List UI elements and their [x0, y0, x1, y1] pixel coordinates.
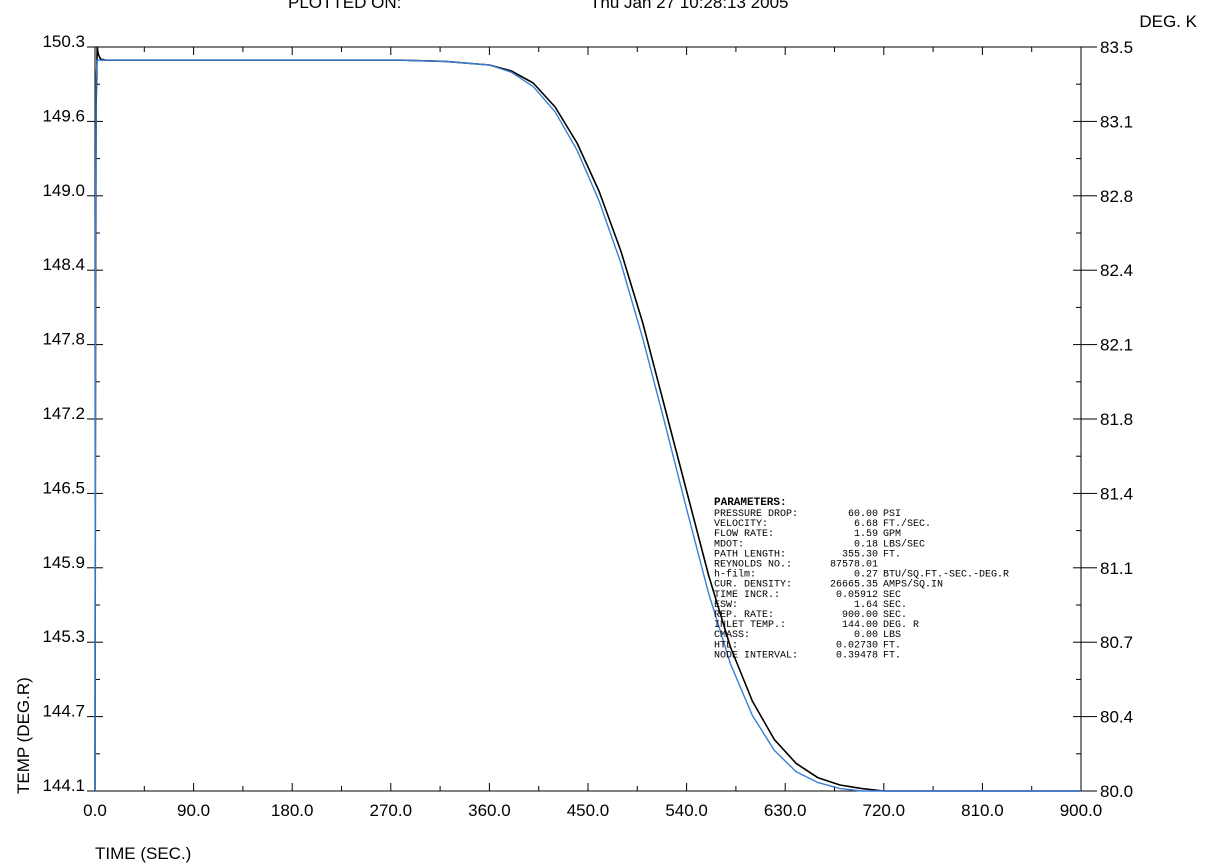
- x-tick-label: 900.0: [1060, 801, 1103, 820]
- parameter-unit: SEC.: [883, 600, 907, 611]
- parameter-unit: FT.: [883, 640, 901, 651]
- x-tick-label: 0.0: [83, 801, 107, 820]
- plotted-on-date: Thu Jan 27 10:28:13 2005: [590, 0, 789, 12]
- y-tick-label: 150.3: [42, 32, 85, 51]
- parameter-unit: AMPS/SQ.IN: [883, 579, 943, 591]
- y-tick-label: 145.3: [42, 627, 85, 646]
- parameter-name: TIME INCR.:: [714, 590, 780, 601]
- x-tick-label: 360.0: [468, 801, 511, 820]
- parameter-unit: BTU/SQ.FT.-SEC.-DEG.R: [883, 569, 1009, 581]
- axis-ticks: [87, 46, 1097, 792]
- parameter-unit: FT.: [883, 650, 901, 661]
- parameter-unit: SEC.: [883, 610, 907, 621]
- parameter-unit: LBS: [883, 630, 901, 641]
- parameter-value: 0.39478: [836, 650, 878, 661]
- y-tick-label: 147.2: [42, 404, 85, 423]
- y-axis-label: TEMP (DEG.R): [14, 677, 33, 794]
- y2-tick-label: 81.8: [1100, 410, 1133, 429]
- y2-tick-label: 80.4: [1100, 708, 1133, 727]
- parameter-name: PATH LENGTH:: [714, 549, 786, 560]
- parameter-unit: PSI: [883, 509, 901, 520]
- parameter-value: 0.27: [854, 570, 878, 581]
- y-tick-label: 144.1: [42, 776, 85, 795]
- x-tick-label: 540.0: [665, 801, 708, 820]
- y2-axis-unit-label: DEG. K: [1139, 12, 1197, 31]
- y2-tick-label: 81.4: [1100, 484, 1133, 503]
- parameter-name: REP. RATE:: [714, 610, 774, 621]
- parameter-name: INLET TEMP.:: [714, 620, 786, 631]
- series-layer: [94, 46, 1081, 792]
- parameter-unit: FT./SEC.: [883, 518, 931, 530]
- parameter-value: 6.68: [854, 519, 878, 530]
- y-tick-label: 149.0: [42, 181, 85, 200]
- parameter-name: REYNOLDS NO.:: [714, 560, 792, 571]
- series-line-2: [94, 59, 1081, 792]
- parameter-name: MDOT:: [714, 539, 744, 550]
- y2-tick-label: 83.5: [1100, 38, 1133, 57]
- parameter-unit: DEG. R: [883, 620, 919, 631]
- parameter-unit: FT.: [883, 549, 901, 560]
- plotted-on-label: PLOTTED ON:: [288, 0, 401, 12]
- parameter-name: ESW:: [714, 600, 738, 611]
- x-tick-label: 630.0: [764, 801, 807, 820]
- y2-tick-label: 82.1: [1100, 336, 1133, 355]
- parameter-name: CMASS:: [714, 630, 750, 641]
- y-tick-label: 149.6: [42, 106, 85, 125]
- parameter-value: 87578.01: [830, 560, 878, 571]
- y-tick-label: 146.5: [42, 478, 85, 497]
- y-tick-label: 148.4: [42, 255, 85, 274]
- y2-tick-label: 82.8: [1100, 187, 1133, 206]
- parameter-name: h-film:: [714, 569, 756, 581]
- x-tick-label: 270.0: [370, 801, 413, 820]
- parameter-unit: LBS/SEC: [883, 538, 925, 550]
- parameter-name: VELOCITY:: [714, 519, 768, 530]
- x-axis-label: TIME (SEC.): [95, 844, 191, 863]
- parameter-value: 0.00: [854, 630, 878, 641]
- parameter-value: 26665.35: [830, 580, 878, 591]
- parameter-value: 0.05912: [836, 590, 878, 601]
- parameter-unit: GPM: [883, 529, 901, 540]
- parameter-value: 900.00: [842, 610, 878, 621]
- y2-tick-label: 83.1: [1100, 112, 1133, 131]
- parameter-value: 355.30: [842, 549, 878, 560]
- parameter-value: 1.59: [854, 529, 878, 540]
- x-tick-label: 810.0: [961, 801, 1004, 820]
- parameter-name: NODE INTERVAL:: [714, 650, 798, 661]
- x-tick-label: 90.0: [177, 801, 210, 820]
- parameter-value: 60.00: [848, 509, 878, 520]
- x-tick-label: 720.0: [863, 801, 906, 820]
- y-tick-label: 147.8: [42, 330, 85, 349]
- parameters-title: PARAMETERS:: [714, 497, 787, 509]
- parameter-value: 0.18: [854, 539, 878, 550]
- y2-tick-label: 82.4: [1100, 261, 1133, 280]
- y-tick-label: 144.7: [42, 702, 85, 721]
- parameter-value: 1.64: [854, 600, 878, 611]
- y2-tick-label: 80.7: [1100, 633, 1133, 652]
- parameter-name: HTL:: [714, 640, 738, 651]
- y2-tick-label: 80.0: [1100, 782, 1133, 801]
- y-tick-label: 145.9: [42, 553, 85, 572]
- x-tick-label: 180.0: [271, 801, 314, 820]
- parameter-value: 0.02730: [836, 640, 878, 651]
- parameter-unit: SEC: [883, 590, 901, 601]
- parameters-annotation: PARAMETERS:PRESSURE DROP: 60.00 PSI VELOCIT…: [714, 497, 1009, 661]
- parameter-name: FLOW RATE:: [714, 529, 774, 540]
- parameter-name: CUR. DENSITY:: [714, 580, 792, 591]
- parameter-name: PRESSURE DROP:: [714, 509, 798, 520]
- y2-tick-label: 81.1: [1100, 559, 1133, 578]
- x-tick-label: 450.0: [567, 801, 610, 820]
- parameter-value: 144.00: [842, 620, 878, 631]
- axis-tick-labels: 0.0 90.0 180.0 270.0 360.0 450.0 540.0 630.0 720…: [42, 32, 1133, 820]
